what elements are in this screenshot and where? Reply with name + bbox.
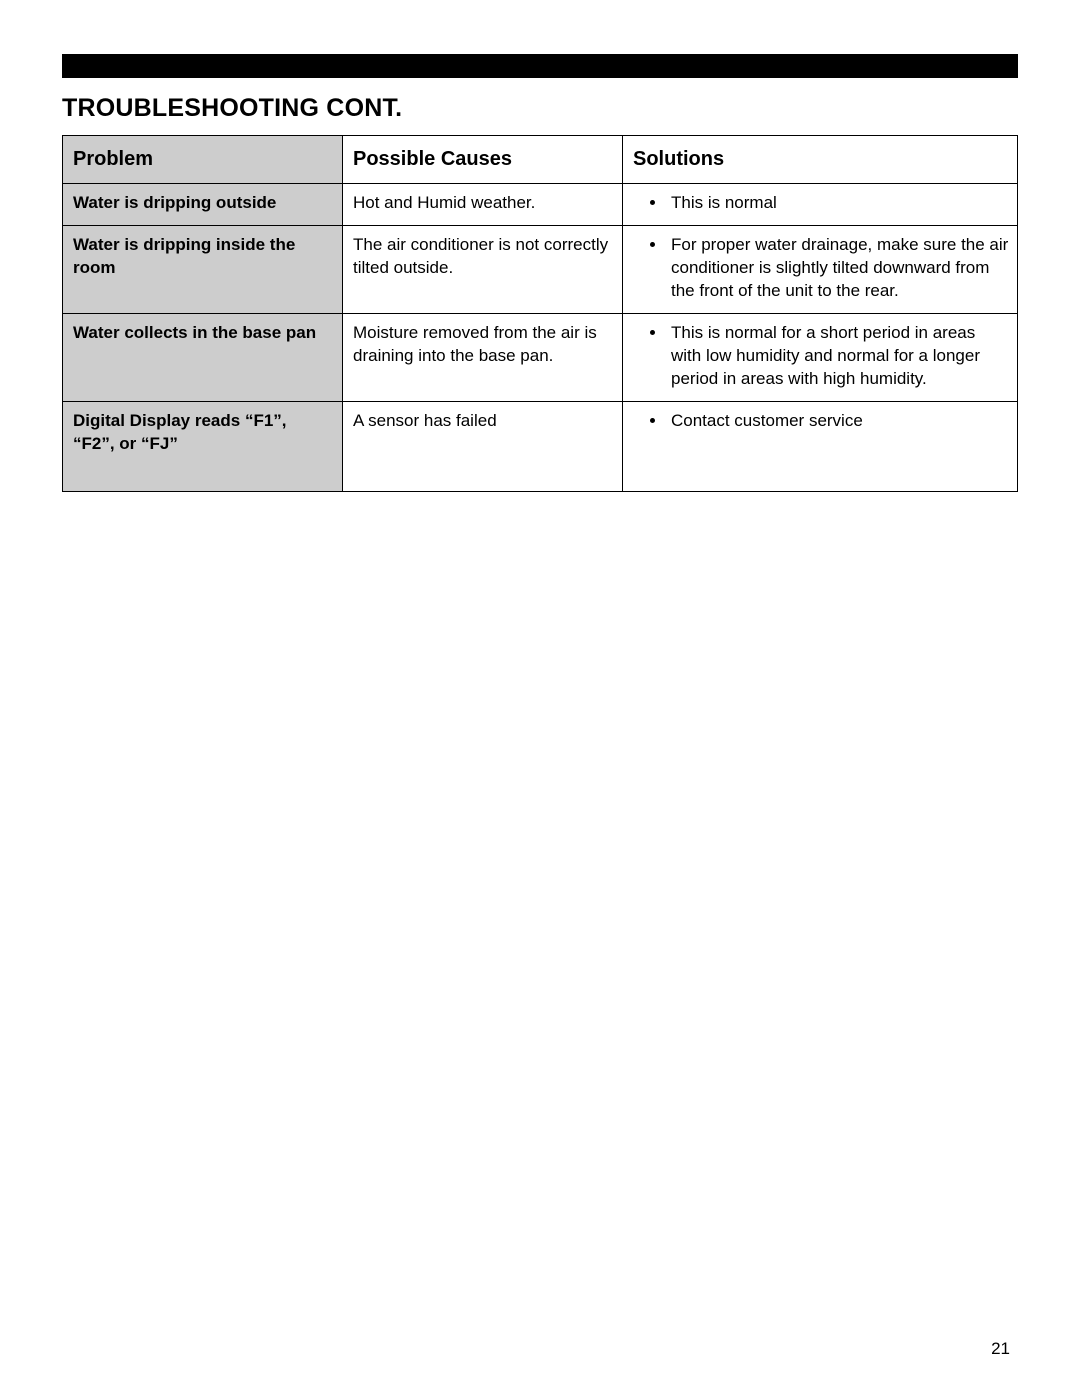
- col-header-solutions: Solutions: [623, 136, 1018, 184]
- cause-cell: A sensor has failed: [343, 401, 623, 491]
- table-row: Water collects in the base pan Moisture …: [63, 313, 1018, 401]
- col-header-causes: Possible Causes: [343, 136, 623, 184]
- problem-cell: Water is dripping inside the room: [63, 225, 343, 313]
- table-row: Water is dripping outside Hot and Humid …: [63, 184, 1018, 226]
- solution-cell: Contact customer service: [623, 401, 1018, 491]
- solution-item: This is normal for a short period in are…: [667, 322, 1009, 391]
- table-header-row: Problem Possible Causes Solutions: [63, 136, 1018, 184]
- solution-item: Contact customer service: [667, 410, 1009, 433]
- problem-cell: Water collects in the base pan: [63, 313, 343, 401]
- table-row: Water is dripping inside the room The ai…: [63, 225, 1018, 313]
- page-number: 21: [991, 1339, 1010, 1359]
- solution-item: For proper water drainage, make sure the…: [667, 234, 1009, 303]
- header-bar: [62, 54, 1018, 78]
- page-title: TROUBLESHOOTING CONT.: [62, 94, 1018, 123]
- troubleshooting-table: Problem Possible Causes Solutions Water …: [62, 135, 1018, 492]
- solution-cell: This is normal for a short period in are…: [623, 313, 1018, 401]
- solution-list: For proper water drainage, make sure the…: [631, 234, 1009, 303]
- solution-list: This is normal for a short period in are…: [631, 322, 1009, 391]
- problem-cell: Water is dripping outside: [63, 184, 343, 226]
- manual-page: TROUBLESHOOTING CONT. Problem Possible C…: [0, 0, 1080, 1397]
- solution-list: Contact customer service: [631, 410, 1009, 433]
- cause-cell: The air conditioner is not correctly til…: [343, 225, 623, 313]
- solution-item: This is normal: [667, 192, 1009, 215]
- col-header-problem: Problem: [63, 136, 343, 184]
- cause-cell: Hot and Humid weather.: [343, 184, 623, 226]
- solution-cell: This is normal: [623, 184, 1018, 226]
- solution-list: This is normal: [631, 192, 1009, 215]
- cause-cell: Moisture removed from the air is drainin…: [343, 313, 623, 401]
- solution-cell: For proper water drainage, make sure the…: [623, 225, 1018, 313]
- table-row: Digital Display reads “F1”, “F2”, or “FJ…: [63, 401, 1018, 491]
- problem-cell: Digital Display reads “F1”, “F2”, or “FJ…: [63, 401, 343, 491]
